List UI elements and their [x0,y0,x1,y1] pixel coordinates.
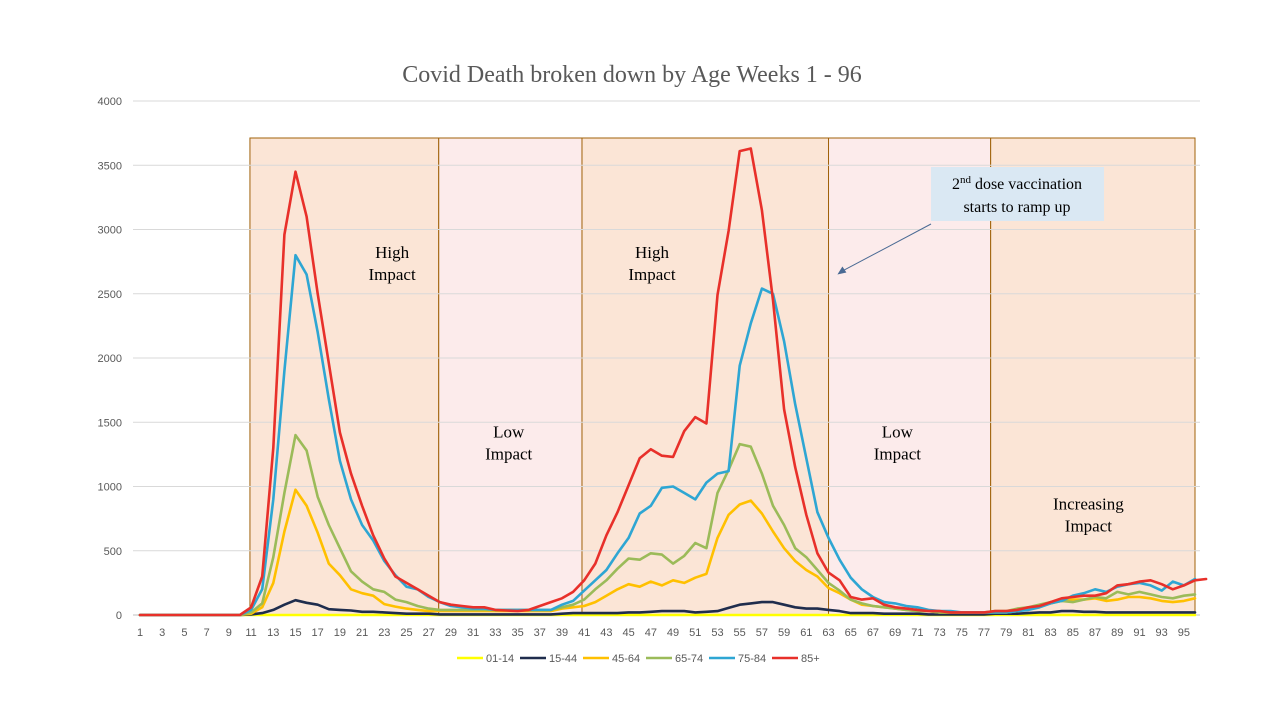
x-tick-label: 9 [226,627,232,639]
x-tick-label: 69 [889,627,901,639]
region-label-3: Impact [628,265,675,284]
x-tick-label: 59 [778,627,790,639]
x-tick-label: 95 [1178,627,1190,639]
x-tick-label: 29 [445,627,457,639]
x-tick-label: 93 [1156,627,1168,639]
region-label-3: High [635,243,670,262]
y-tick-label: 1000 [98,482,122,494]
x-tick-label: 81 [1022,627,1034,639]
series-lines [138,147,1208,617]
region-label-1: High [375,243,410,262]
y-tick-label: 500 [104,546,122,558]
series-line-15-44 [138,598,1197,617]
x-tick-label: 77 [978,627,990,639]
x-tick-label: 7 [204,627,210,639]
x-tick-label: 27 [423,627,435,639]
x-tick-label: 79 [1000,627,1012,639]
x-tick-label: 51 [689,627,701,639]
y-axis-ticks: 0 500 1000 1500 2000 2500 3000 3500 4000 [98,96,122,622]
x-tick-label: 25 [400,627,412,639]
legend-label: 65-74 [675,653,703,665]
region-band-2 [438,137,583,616]
region-label-2: Impact [485,445,532,464]
legend-label: 01-14 [486,653,514,665]
y-tick-label: 4000 [98,96,122,108]
region-label-2: Low [493,423,525,442]
x-tick-label: 91 [1133,627,1145,639]
x-tick-label: 15 [289,627,301,639]
x-tick-label: 57 [756,627,768,639]
y-tick-label: 3500 [98,160,122,172]
region-label-1: Impact [368,265,415,284]
region-band-3 [581,137,830,616]
x-tick-label: 1 [137,627,143,639]
region-label-4: Impact [874,445,921,464]
region-band-1 [249,137,440,616]
x-tick-label: 47 [645,627,657,639]
y-tick-label: 0 [116,610,122,622]
x-tick-label: 17 [312,627,324,639]
x-tick-label: 43 [600,627,612,639]
x-tick-label: 67 [867,627,879,639]
callout-text-line2: starts to ramp up [963,199,1070,216]
x-tick-label: 71 [911,627,923,639]
x-tick-label: 5 [181,627,187,639]
legend-label: 15-44 [549,653,577,665]
x-tick-label: 55 [734,627,746,639]
y-tick-label: 1500 [98,417,122,429]
x-tick-label: 39 [556,627,568,639]
y-tick-label: 2000 [98,353,122,365]
x-tick-label: 3 [159,627,165,639]
x-tick-label: 63 [822,627,834,639]
vaccination-annotation: 2nd dose vaccination starts to ramp up [837,167,1104,275]
x-tick-label: 87 [1089,627,1101,639]
region-labels: High Impact Low Impact High Impact Low Impact In… [368,243,1124,536]
chart-title: Covid Death broken down by Age Weeks 1 -… [402,62,862,88]
series-line-75-84 [138,253,1197,617]
x-tick-label: 61 [800,627,812,639]
region-label-5: Impact [1065,517,1112,536]
x-tick-label: 85 [1067,627,1079,639]
x-axis-ticks: 1 3 5 7 9 11 13 15 17 19 21 23 25 27 29 31 33 35 37 39 41 43 4… [137,627,1190,639]
x-tick-label: 23 [378,627,390,639]
x-tick-label: 83 [1045,627,1057,639]
x-tick-label: 21 [356,627,368,639]
x-tick-label: 13 [267,627,279,639]
callout-box [931,167,1104,221]
x-tick-label: 53 [711,627,723,639]
x-tick-label: 45 [623,627,635,639]
callout-text-line1: 2nd dose vaccination [952,174,1082,193]
x-tick-label: 31 [467,627,479,639]
callout-arrow-line [843,223,932,271]
region-label-5: Increasing [1053,495,1124,514]
x-tick-label: 75 [956,627,968,639]
series-line-85plus [138,147,1208,617]
x-tick-label: 11 [245,627,256,639]
x-tick-label: 41 [578,627,590,639]
x-tick-label: 49 [667,627,679,639]
callout-arrow-head [837,266,847,275]
y-tick-label: 2500 [98,289,122,301]
x-tick-label: 35 [511,627,523,639]
y-tick-label: 3000 [98,225,122,237]
region-label-4: Low [882,423,914,442]
x-tick-label: 89 [1111,627,1123,639]
x-tick-label: 37 [534,627,546,639]
legend-label: 85+ [801,653,820,665]
x-tick-label: 73 [933,627,945,639]
x-tick-label: 65 [845,627,857,639]
legend: 01-14 15-44 45-64 65-74 75-84 85+ [457,653,820,665]
legend-label: 45-64 [612,653,640,665]
x-tick-label: 33 [489,627,501,639]
legend-label: 75-84 [738,653,766,665]
x-tick-label: 19 [334,627,346,639]
